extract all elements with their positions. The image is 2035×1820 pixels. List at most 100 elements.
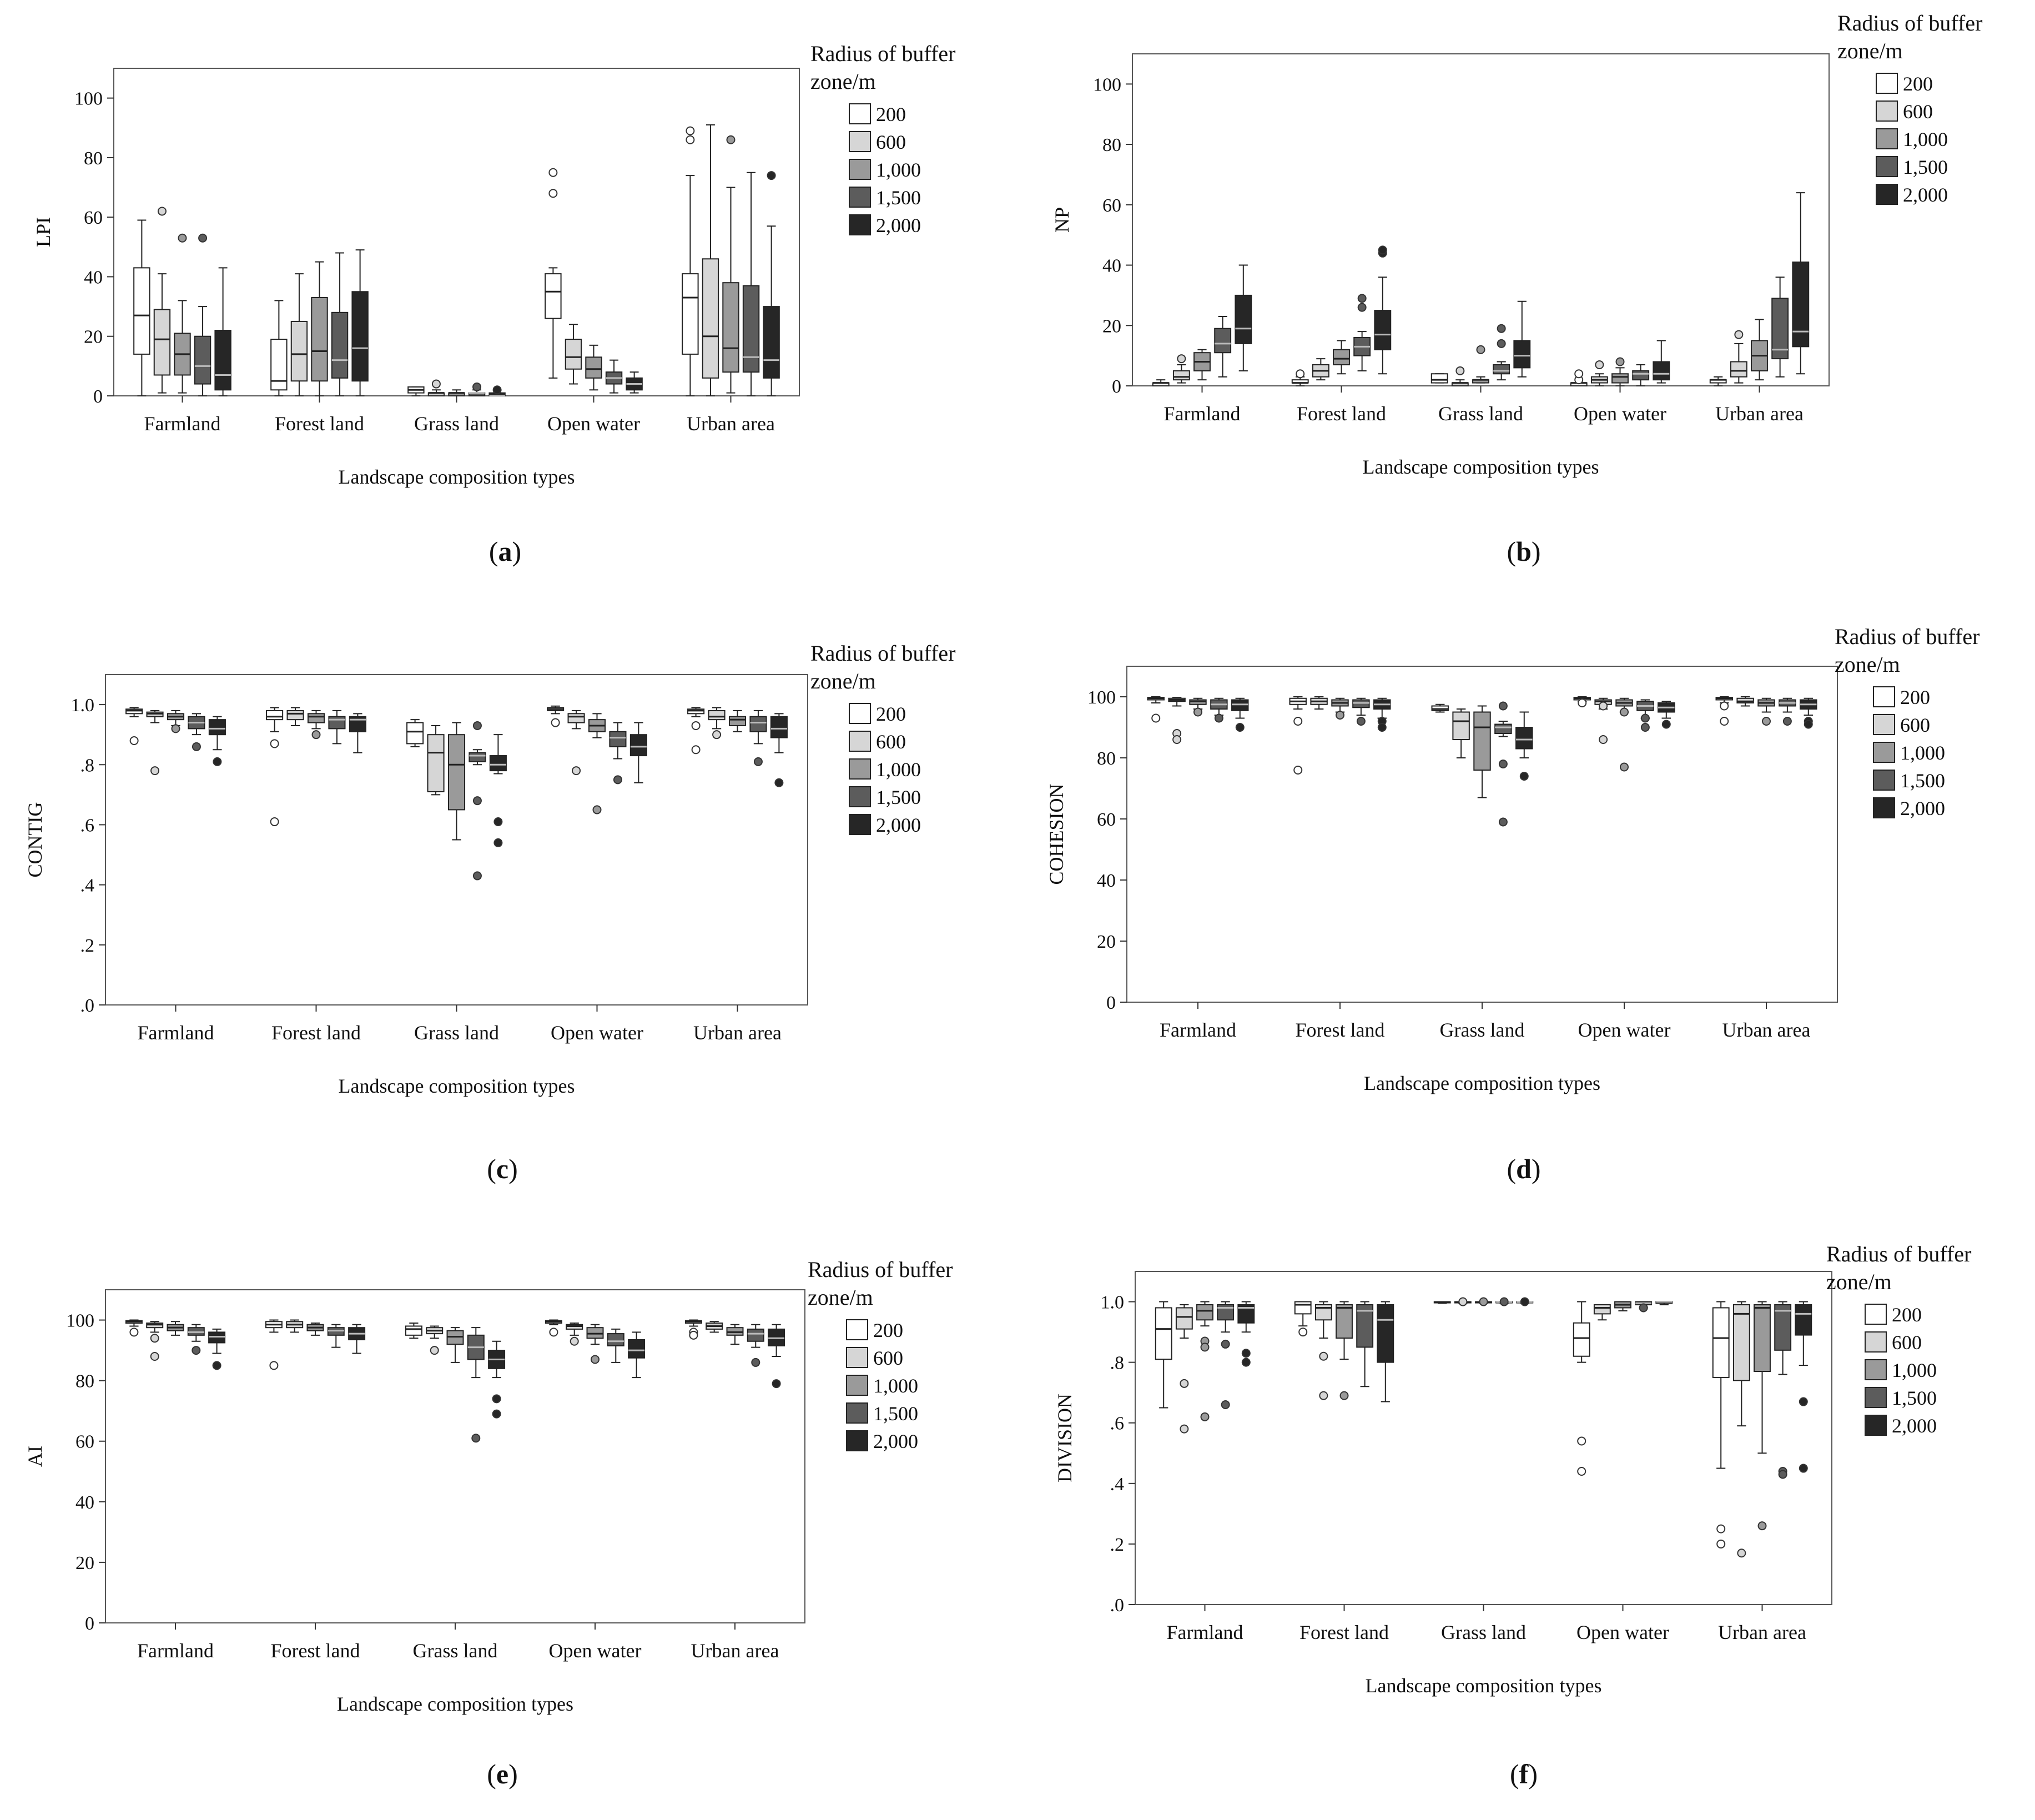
box-open-water-1 — [1593, 1304, 1611, 1321]
outlier-point — [1577, 1467, 1586, 1476]
box-iqr — [133, 267, 150, 355]
x-category-label: Forest land — [1297, 403, 1386, 425]
legend-label: 2,000 — [1903, 184, 1948, 206]
legend-swatch — [846, 1402, 868, 1424]
legend-title-unit: zone/m — [1835, 652, 1900, 677]
box-farmland-1 — [1172, 354, 1190, 384]
legend-label: 2,000 — [876, 814, 921, 836]
outlier-point — [1293, 766, 1303, 775]
outlier-point — [1319, 1391, 1328, 1400]
panel-f: .0 .2 .4 .6 .8 1.0 DIVISION Farmland Forest land… — [1054, 1241, 1971, 1789]
box-iqr — [328, 716, 346, 730]
box-open-water-4 — [1655, 1301, 1673, 1305]
legend-swatch — [1873, 714, 1895, 735]
y-tick-label: .4 — [1110, 1474, 1125, 1495]
x-axis-label: Landscape composition types — [1363, 456, 1599, 478]
box-iqr — [427, 734, 445, 792]
box-iqr — [351, 291, 369, 382]
outlier-point — [493, 838, 503, 847]
legend-label: 200 — [873, 1319, 903, 1341]
outlier-point — [472, 721, 482, 730]
box-grass-land-3 — [469, 721, 486, 881]
box-iqr — [286, 710, 304, 721]
outlier-point — [1241, 1358, 1251, 1367]
box-farmland-4 — [208, 716, 226, 766]
outlier-point — [591, 1355, 600, 1364]
box-farmland-2 — [1193, 349, 1211, 381]
outlier-point — [198, 233, 208, 243]
box-iqr — [1214, 328, 1232, 354]
box-farmland-4 — [1231, 697, 1249, 732]
outlier-point — [192, 742, 201, 751]
x-axis-label: Landscape composition types — [1364, 1072, 1600, 1094]
box-grass-land-1 — [427, 379, 445, 396]
box-forest-land-4 — [351, 249, 369, 396]
box-iqr — [290, 320, 308, 382]
x-category-label: Grass land — [413, 1640, 498, 1662]
legend-swatch — [849, 187, 871, 208]
panel-b: 0 20 40 60 80 100 NP Farmland Forest land Grass l… — [1051, 11, 1982, 567]
box-urban-area-1 — [1730, 330, 1747, 384]
legend-label: 600 — [1900, 714, 1930, 736]
legend-title: Radius of buffer — [810, 641, 955, 666]
outlier-point — [212, 1361, 221, 1370]
box-iqr — [1452, 711, 1470, 740]
box-grass-land-0 — [1433, 1301, 1451, 1304]
legend-label: 1,500 — [876, 187, 921, 209]
box-iqr — [1493, 364, 1510, 375]
box-forest-land-0 — [270, 300, 288, 396]
box-open-water-3 — [607, 1328, 624, 1363]
legend: Radius of bufferzone/m2006001,0001,5002,… — [1837, 11, 1982, 206]
box-open-water-0 — [1573, 696, 1591, 707]
box-forest-land-4 — [348, 1324, 366, 1354]
x-category-label: Urban area — [693, 1022, 782, 1044]
box-open-water-3 — [1635, 1301, 1653, 1313]
outlier-point — [1762, 717, 1771, 726]
box-farmland-1 — [153, 207, 171, 394]
legend-swatch — [1865, 1387, 1887, 1408]
box-urban-area-0 — [1709, 376, 1727, 386]
box-iqr — [1430, 373, 1448, 384]
legend: Radius of bufferzone/m2006001,0001,5002,… — [1835, 624, 1979, 819]
outlier-point — [150, 1352, 159, 1361]
outlier-point — [1357, 303, 1367, 312]
y-axis-label: DIVISION — [1054, 1394, 1076, 1482]
outlier-point — [1497, 339, 1506, 348]
outlier-point — [1180, 1424, 1189, 1434]
legend-swatch — [1876, 73, 1898, 94]
box-urban-area-4 — [1800, 697, 1817, 729]
box-iqr — [405, 1325, 422, 1336]
box-open-water-4 — [629, 722, 647, 783]
legend-swatch — [846, 1347, 868, 1368]
outlier-point — [1200, 1343, 1210, 1352]
x-category-label: Urban area — [1718, 1621, 1806, 1643]
box-forest-land-1 — [286, 1319, 304, 1333]
box-iqr — [1333, 349, 1350, 365]
box-iqr — [1754, 1304, 1771, 1372]
y-tick-label: 0 — [85, 1613, 94, 1634]
box-urban-area-0 — [1712, 1301, 1730, 1548]
box-forest-land-0 — [1291, 369, 1309, 386]
box-iqr — [628, 1339, 646, 1359]
box-farmland-0 — [1155, 1301, 1172, 1409]
box-iqr — [1593, 1304, 1611, 1315]
box-grass-land-2 — [1472, 345, 1489, 384]
box-grass-land-4 — [488, 1340, 506, 1419]
box-grass-land-0 — [405, 1323, 422, 1339]
box-open-water-1 — [1590, 360, 1608, 386]
legend-label: 600 — [1903, 100, 1933, 123]
box-urban-area-0 — [682, 126, 699, 396]
x-category-label: Farmland — [144, 413, 221, 435]
x-category-label: Farmland — [1160, 1019, 1236, 1041]
outlier-point — [430, 1346, 439, 1355]
legend-label: 200 — [1903, 73, 1933, 95]
box-iqr — [1494, 723, 1512, 734]
box-iqr — [1473, 711, 1491, 771]
legend-label: 1,500 — [1900, 770, 1945, 792]
panel-caption: (b) — [1507, 536, 1540, 567]
outlier-point — [1720, 701, 1729, 711]
outlier-point — [1639, 1303, 1648, 1313]
x-axis-label: Landscape composition types — [339, 1075, 575, 1097]
y-tick-label: 100 — [74, 89, 103, 109]
x-category-label: Open water — [1576, 1621, 1669, 1643]
